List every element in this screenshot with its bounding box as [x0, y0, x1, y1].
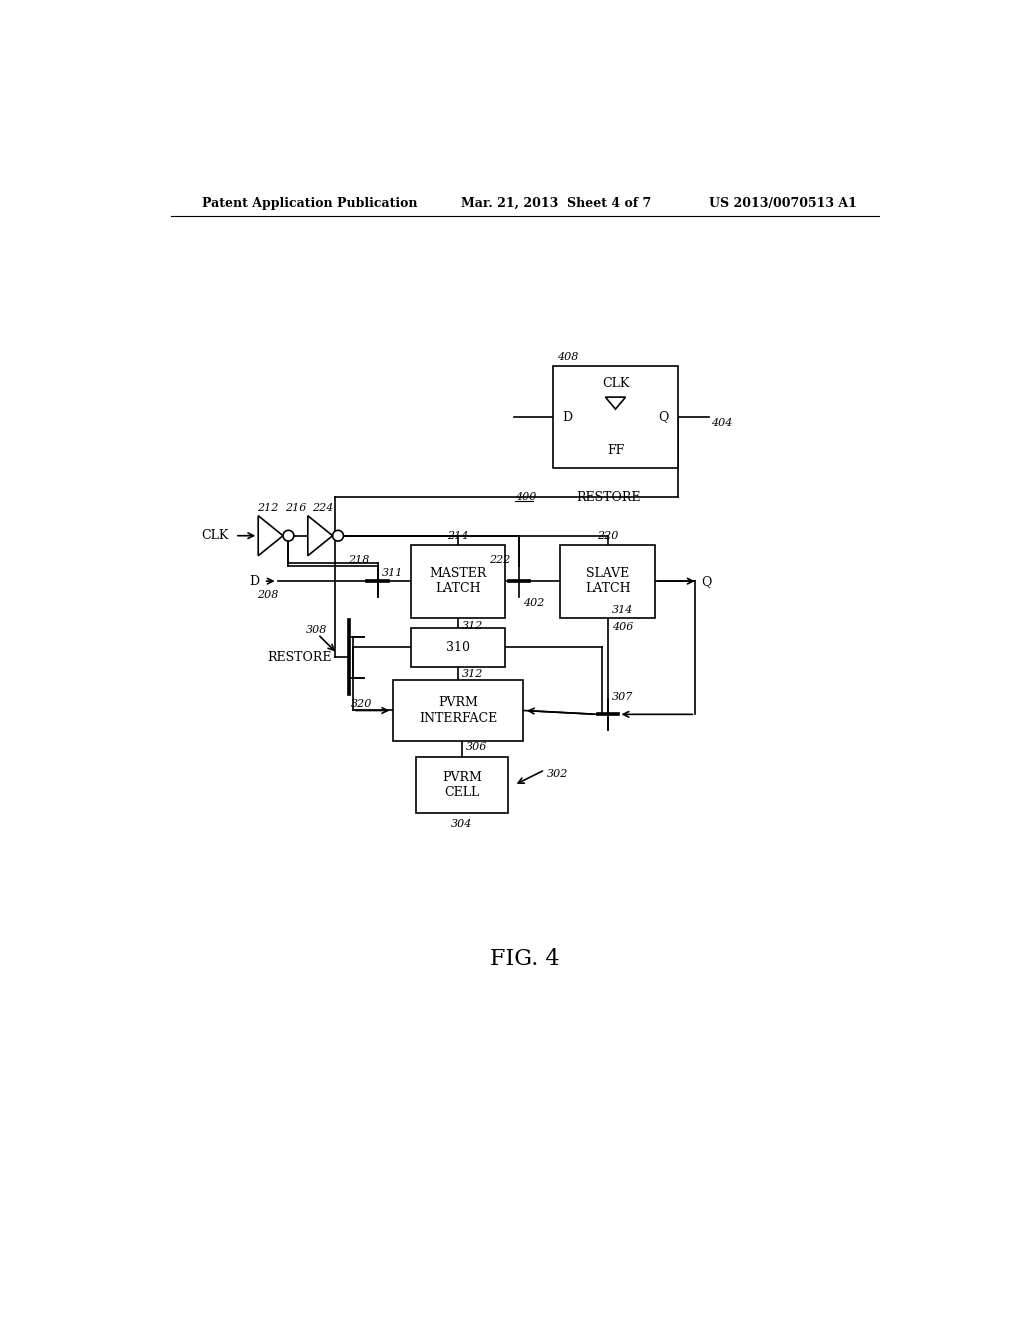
Text: 400: 400: [515, 492, 537, 502]
Text: 406: 406: [611, 622, 633, 632]
Text: CLK: CLK: [202, 529, 228, 543]
Text: 302: 302: [547, 768, 568, 779]
Text: Q: Q: [658, 411, 669, 424]
Text: 310: 310: [446, 640, 470, 653]
Text: CELL: CELL: [444, 787, 479, 800]
Text: 312: 312: [462, 669, 483, 680]
Polygon shape: [258, 516, 283, 556]
Text: 224: 224: [311, 503, 333, 513]
Text: PVRM: PVRM: [438, 696, 478, 709]
Circle shape: [283, 531, 294, 541]
Text: 314: 314: [611, 606, 633, 615]
Circle shape: [333, 531, 343, 541]
Text: 311: 311: [381, 569, 402, 578]
Text: 320: 320: [351, 698, 373, 709]
Text: 306: 306: [466, 742, 487, 751]
Text: 216: 216: [285, 503, 306, 513]
Text: Mar. 21, 2013  Sheet 4 of 7: Mar. 21, 2013 Sheet 4 of 7: [461, 197, 651, 210]
Text: RESTORE: RESTORE: [575, 491, 640, 504]
Text: LATCH: LATCH: [435, 582, 481, 595]
Text: 304: 304: [452, 820, 473, 829]
Text: 222: 222: [488, 554, 510, 565]
Bar: [560, 545, 655, 618]
Text: FF: FF: [607, 445, 624, 458]
Text: RESTORE: RESTORE: [267, 651, 332, 664]
Text: 408: 408: [557, 352, 578, 362]
Text: 308: 308: [306, 626, 328, 635]
Bar: [553, 367, 678, 469]
Text: US 2013/0070513 A1: US 2013/0070513 A1: [709, 197, 856, 210]
Text: 220: 220: [597, 531, 618, 541]
Text: FIG. 4: FIG. 4: [490, 948, 559, 970]
Text: MASTER: MASTER: [429, 566, 486, 579]
Text: Q: Q: [701, 574, 712, 587]
Text: D: D: [250, 574, 260, 587]
Text: 312: 312: [462, 620, 483, 631]
Text: 402: 402: [523, 598, 545, 607]
Text: 214: 214: [447, 531, 469, 541]
Text: Patent Application Publication: Patent Application Publication: [202, 197, 417, 210]
Bar: [411, 545, 506, 618]
Text: 208: 208: [257, 590, 279, 601]
Bar: [393, 681, 523, 741]
Text: D: D: [562, 411, 572, 424]
Text: 218: 218: [348, 554, 370, 565]
Text: CLK: CLK: [602, 376, 629, 389]
Bar: [411, 628, 506, 667]
Text: SLAVE: SLAVE: [586, 566, 630, 579]
Text: 307: 307: [611, 693, 633, 702]
Text: PVRM: PVRM: [442, 771, 482, 784]
Polygon shape: [308, 516, 333, 556]
Bar: [417, 758, 508, 813]
Polygon shape: [605, 397, 626, 409]
Text: 404: 404: [711, 418, 732, 428]
Text: INTERFACE: INTERFACE: [419, 711, 498, 725]
Text: 212: 212: [257, 503, 279, 513]
Text: LATCH: LATCH: [585, 582, 631, 595]
